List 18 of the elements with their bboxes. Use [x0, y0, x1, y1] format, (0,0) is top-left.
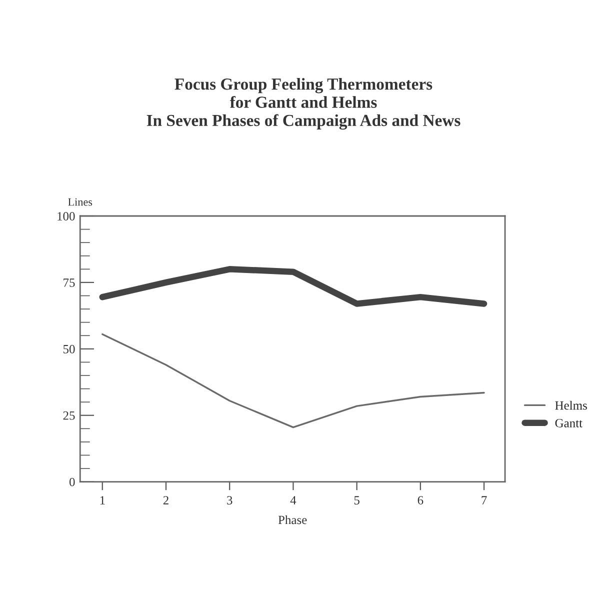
x-tick-label: 3 — [227, 496, 232, 504]
y-tick-label: 100 — [58, 212, 75, 220]
y-tick-label: 75 — [64, 278, 75, 287]
x-tick-label: 5 — [354, 496, 360, 504]
x-tick-label: 7 — [482, 496, 487, 504]
x-tick-label: 4 — [290, 496, 296, 504]
x-tick-label: 1 — [100, 496, 105, 504]
x-tick-label: 6 — [418, 496, 424, 504]
legend-label: Helms — [555, 400, 587, 410]
y-tick-label: 50 — [63, 344, 75, 354]
x-axis-title: Phase — [278, 515, 307, 524]
y-tick-label: 0 — [69, 478, 75, 486]
legend-label: Gantt — [555, 418, 582, 428]
y-tick-label: 25 — [63, 411, 75, 420]
y-axis-title: Lines — [68, 198, 92, 206]
x-tick-label: 2 — [163, 496, 168, 504]
chart-title: Focus Group Feeling Thermometers for Gantt and Helms In Seven Phases of Campaign Ads and News — [146, 78, 460, 130]
line-series — [102, 333, 485, 428]
